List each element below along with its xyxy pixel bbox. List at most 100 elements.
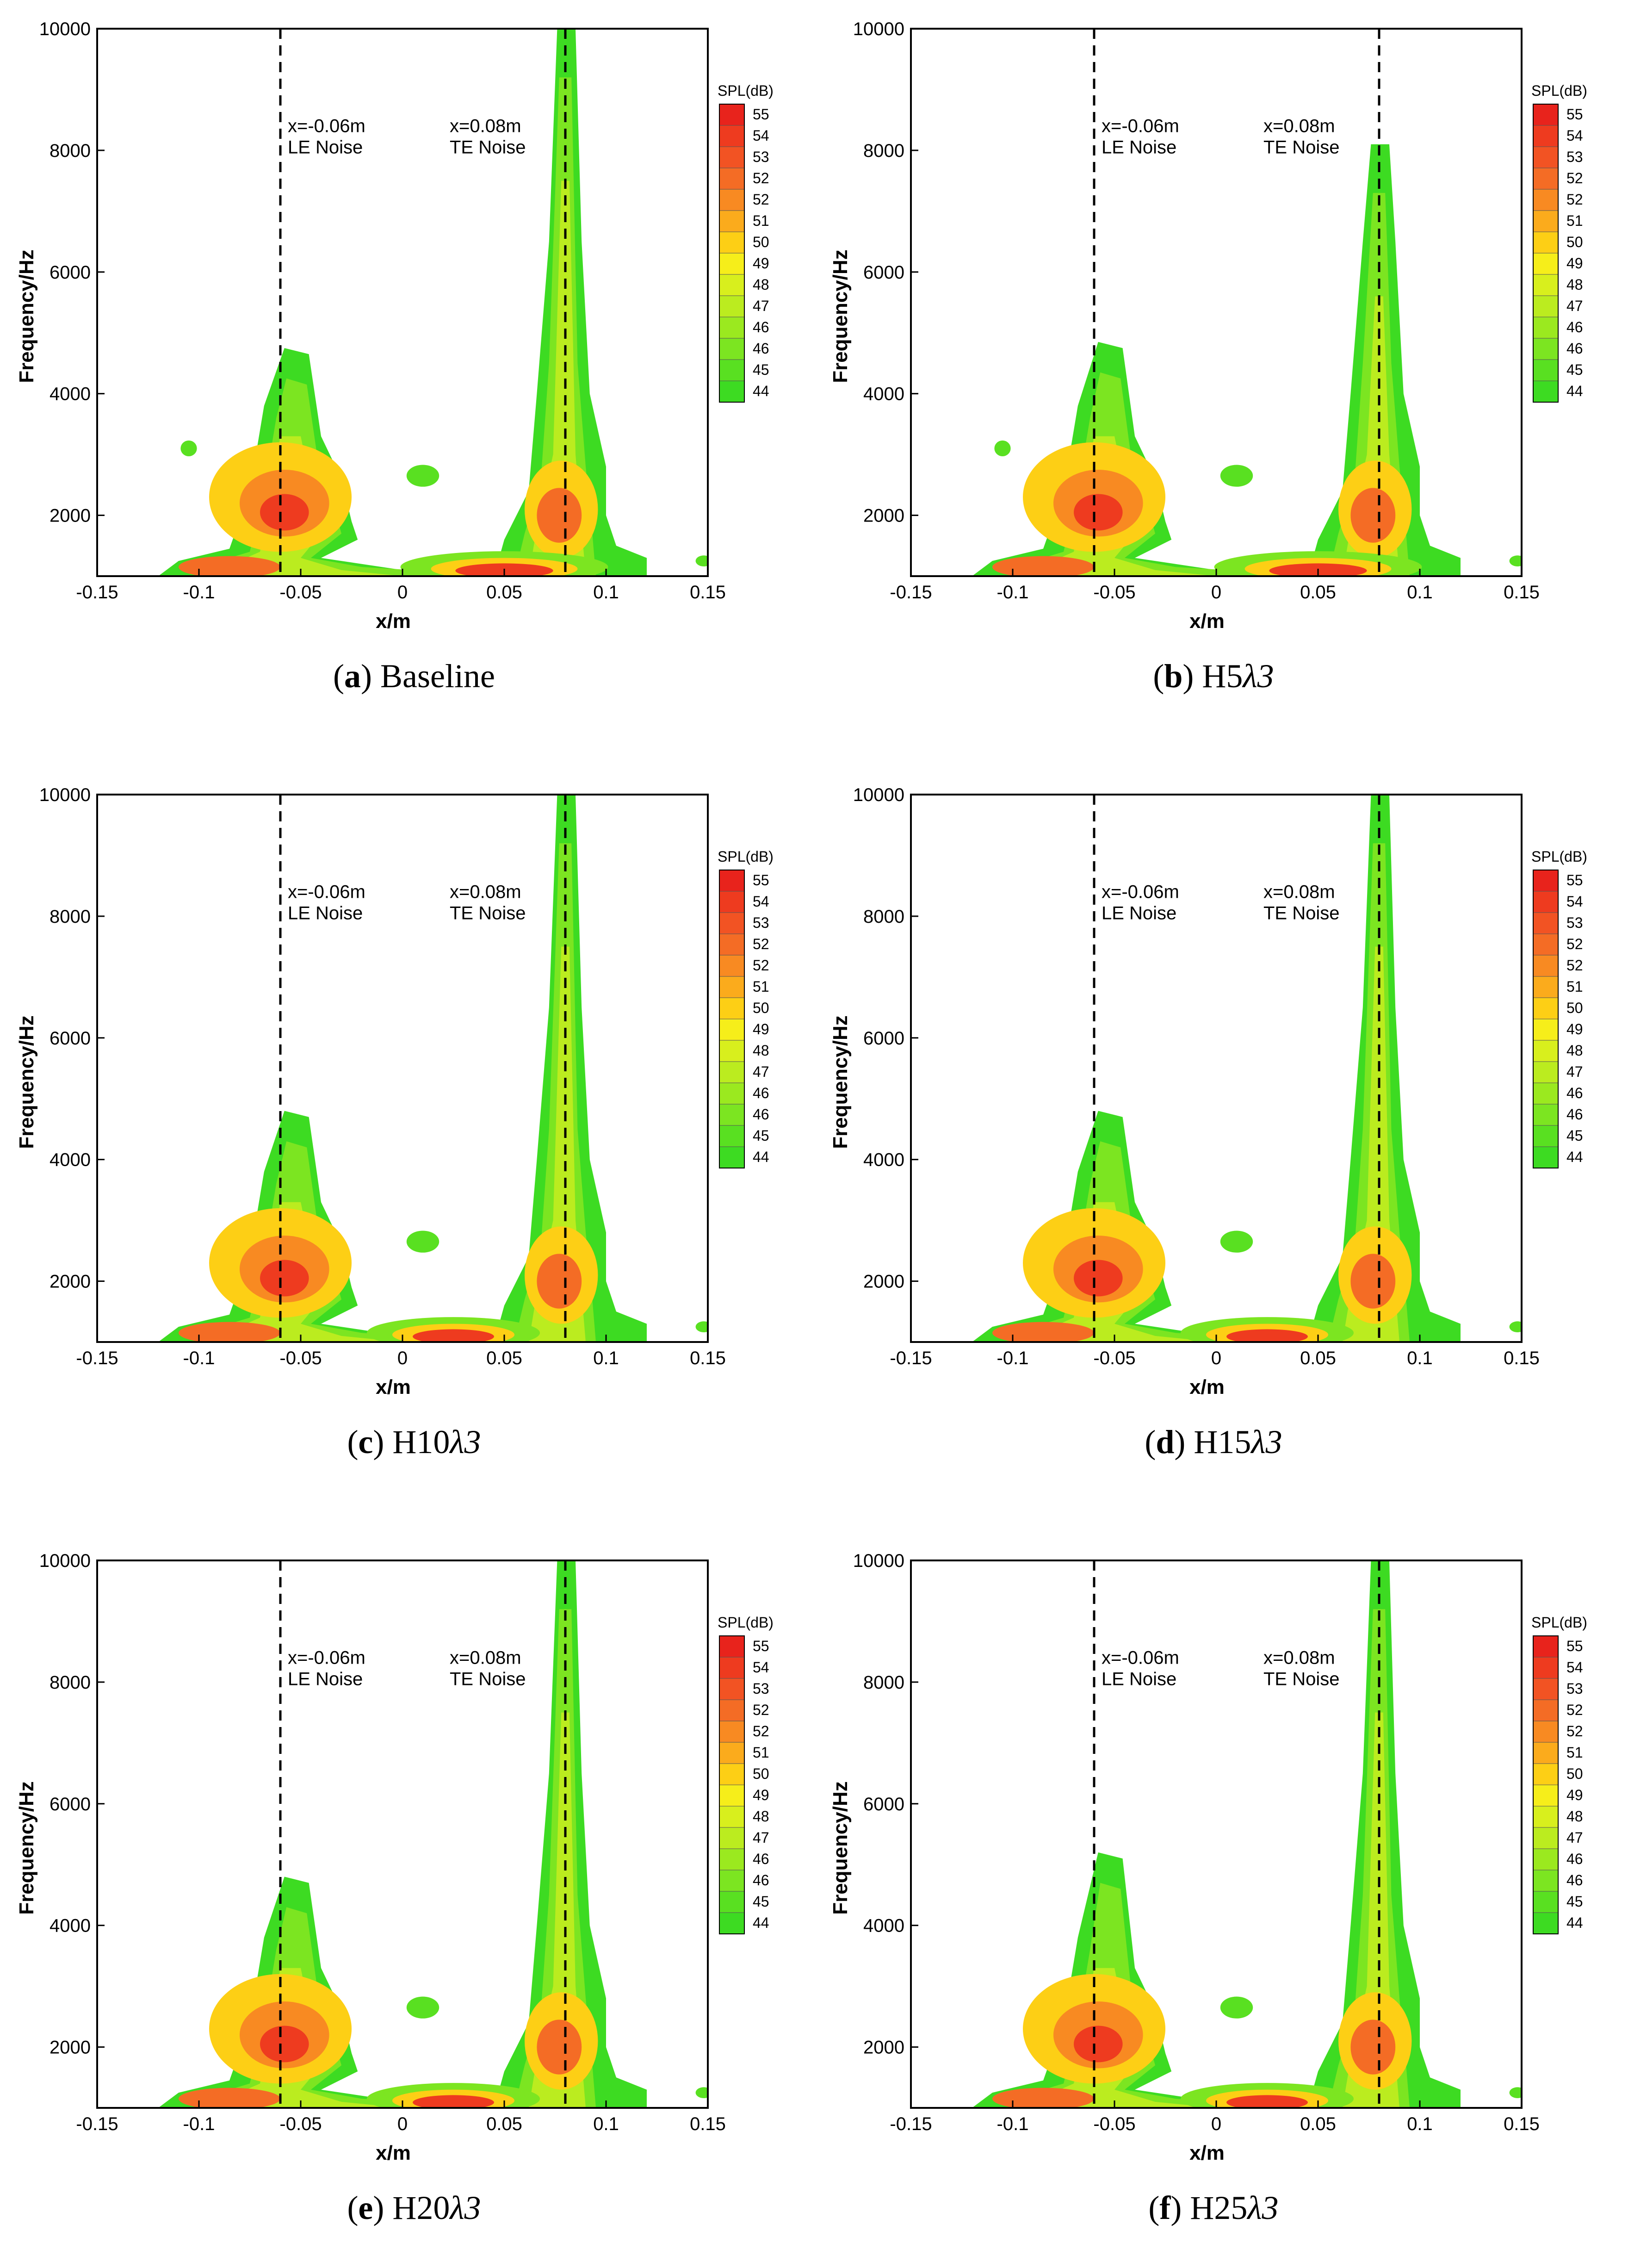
le-floor [179,2088,280,2108]
legend-swatch [1533,1784,1559,1807]
patch-edge [1509,555,1522,566]
legend-label: 54 [1566,893,1583,910]
legend-label: 53 [1566,1680,1583,1697]
legend-swatch [1533,1082,1559,1105]
patch-center [406,1230,439,1253]
annotation-text: LE Noise [1102,137,1176,157]
y-tick-label: 2000 [863,1272,904,1292]
legend-label: 55 [1566,872,1583,889]
x-tick-label: 0.15 [1504,2114,1540,2134]
caption-b: (b) H5λ3 [1153,658,1274,695]
x-tick-label: 0.1 [1407,2114,1433,2134]
legend-frame [1533,1635,1559,1934]
legend-swatch [719,295,745,317]
legend-label: 52 [753,170,769,186]
x-tick-label: -0.1 [183,2114,215,2134]
annotation-text: x=0.08m [450,882,521,902]
legend-label: 50 [753,1765,769,1782]
legend-frame [719,870,745,1168]
legend-label: 51 [753,1744,769,1761]
y-tick-label: 10000 [853,785,904,805]
y-tick-label: 8000 [863,141,904,161]
legend-swatch [719,380,745,403]
y-axis-label: Frequency/Hz [829,1015,852,1149]
y-tick-label: 6000 [863,262,904,283]
x-tick-label: 0.15 [1504,582,1540,603]
legend-swatch [719,1784,745,1807]
contour-field [972,795,1522,1342]
legend-label: 50 [1566,234,1583,250]
y-tick-label: 8000 [50,1672,91,1693]
x-tick-label: -0.15 [890,2114,932,2134]
legend-swatch [1533,1721,1559,1743]
legend-swatch [719,1721,745,1743]
legend-label: 54 [1566,1659,1583,1676]
annotation-text: x=-0.06m [288,882,365,902]
legend-title: SPL(dB) [718,1614,774,1631]
legend-label: 51 [1566,1744,1583,1761]
te-lobe-l1 [514,843,596,1342]
legend-label: 52 [1566,1702,1583,1718]
y-axis-label: Frequency/Hz [15,1781,38,1915]
patch-edge [1509,2087,1522,2098]
le-floor [992,556,1094,576]
legend-label: 45 [1566,1893,1583,1910]
legend-label: 46 [1566,1872,1583,1889]
legend-swatch [1533,912,1559,934]
legend-label: 52 [1566,936,1583,952]
legend-swatch [719,955,745,977]
legend-label: 49 [753,255,769,272]
legend-label: 52 [1566,191,1583,208]
legend-swatch [719,1912,745,1934]
legend-label: 55 [753,872,769,889]
y-tick-label: 4000 [50,384,91,404]
x-axis-label: x/m [1189,1376,1225,1398]
annotation-text: x=0.08m [1263,882,1335,902]
legend-label: 47 [753,298,769,314]
x-tick-label: 0.1 [1407,1348,1433,1368]
le-core-3 [1074,1260,1123,1297]
le-floor [992,1322,1094,1342]
legend-swatch [719,338,745,360]
legend-swatch [1533,1699,1559,1721]
legend-label: 44 [753,1149,769,1165]
legend-label: 45 [753,1893,769,1910]
legend-label: 53 [753,914,769,931]
legend-swatch [719,1891,745,1913]
legend-swatch [1533,338,1559,360]
x-tick-label: 0.1 [593,582,619,603]
y-tick-label: 2000 [50,2038,91,2058]
legend-label: 44 [1566,1149,1583,1165]
legend-swatch [719,104,745,126]
legend-label: 46 [753,1106,769,1123]
legend-swatch [719,1678,745,1700]
y-tick-label: 2000 [863,506,904,526]
y-tick-label: 4000 [863,384,904,404]
annotation-text: TE Noise [1263,1669,1340,1689]
legend-swatch [1533,955,1559,977]
x-axis-label: x/m [376,2142,411,2164]
legend-label: 52 [753,936,769,952]
y-tick-label: 2000 [863,2038,904,2058]
legend-label: 55 [1566,106,1583,123]
legend-label: 47 [1566,1063,1583,1080]
annotation-text: x=0.08m [1263,116,1335,136]
x-tick-label: 0.05 [486,1348,522,1368]
y-tick-label: 6000 [50,262,91,283]
legend-swatch [1533,1763,1559,1785]
x-axis-label: x/m [1189,2142,1225,2164]
plot-frame [910,1560,1523,2109]
legend-label: 46 [1566,340,1583,357]
annotation-text: x=0.08m [450,1647,521,1668]
legend-swatch [1533,146,1559,168]
annotation-text: TE Noise [1263,137,1340,157]
legend-label: 53 [1566,914,1583,931]
panel-c-chart: -0.15 -0.1 -0.05 0 0.05 0.1 0.15 2000 4000 6000 80… [15,785,774,1398]
legend-label: 53 [753,1680,769,1697]
y-tick-label: 8000 [50,141,91,161]
x-tick-label: 0 [1211,582,1221,603]
x-axis-label: x/m [376,1376,411,1398]
legend-label: 47 [1566,1829,1583,1846]
legend-swatch [719,1019,745,1041]
x-tick-label: 0 [1211,1348,1221,1368]
